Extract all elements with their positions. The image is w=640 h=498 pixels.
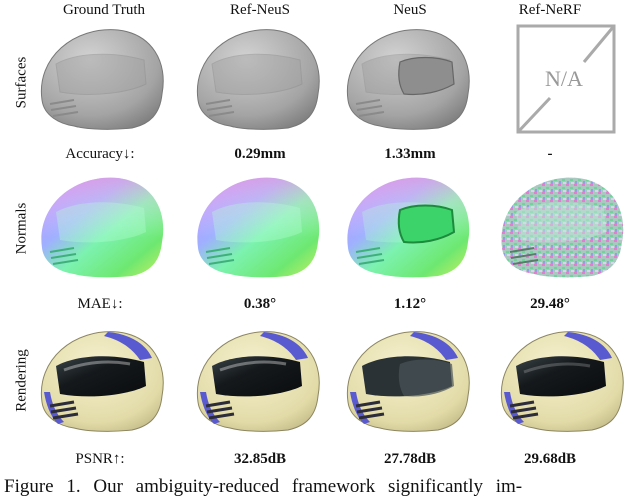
psnr-ref-neus: 32.85dB [233,451,287,467]
row-label-surfaces: Surfaces [13,56,30,108]
accuracy-label: Accuracy↓: [65,146,135,162]
column-header-ref-neus: Ref-NeuS [230,2,290,18]
mae-ref-neus: 0.38° [243,296,277,312]
figure-caption: Figure 1. Our ambiguity-reduced framewor… [4,476,523,497]
mae-ref-nerf: 29.48° [530,296,570,312]
accuracy-ref-neus: 0.29mm [234,146,286,162]
rendering-ref-neus [190,322,330,440]
rendering-ground-truth [34,322,174,440]
surface-neus [340,20,480,138]
column-header-ground-truth: Ground Truth [62,2,146,18]
row-label-normals: Normals [13,202,30,254]
na-label: N/A [545,66,583,91]
surface-ground-truth [34,20,174,138]
psnr-ref-nerf: 29.68dB [523,451,577,467]
accuracy-neus: 1.33mm [384,146,436,162]
rendering-neus [340,322,480,440]
surface-ref-neus [190,20,330,138]
mae-neus: 1.12° [393,296,427,312]
column-header-neus: NeuS [393,2,427,18]
mae-label: MAE↓: [77,296,123,312]
normals-neus [340,168,480,286]
normals-ground-truth [34,168,174,286]
row-label-rendering: Rendering [13,348,30,412]
accuracy-ref-nerf: - [547,146,553,162]
normals-ref-neus [190,168,330,286]
column-header-ref-nerf: Ref-NeRF [518,2,582,18]
psnr-neus: 27.78dB [383,451,437,467]
psnr-label: PSNR↑: [75,451,125,467]
normals-ref-nerf [494,168,634,286]
rendering-ref-nerf [494,322,634,440]
surface-ref-nerf-na-box: N/A [494,20,634,138]
